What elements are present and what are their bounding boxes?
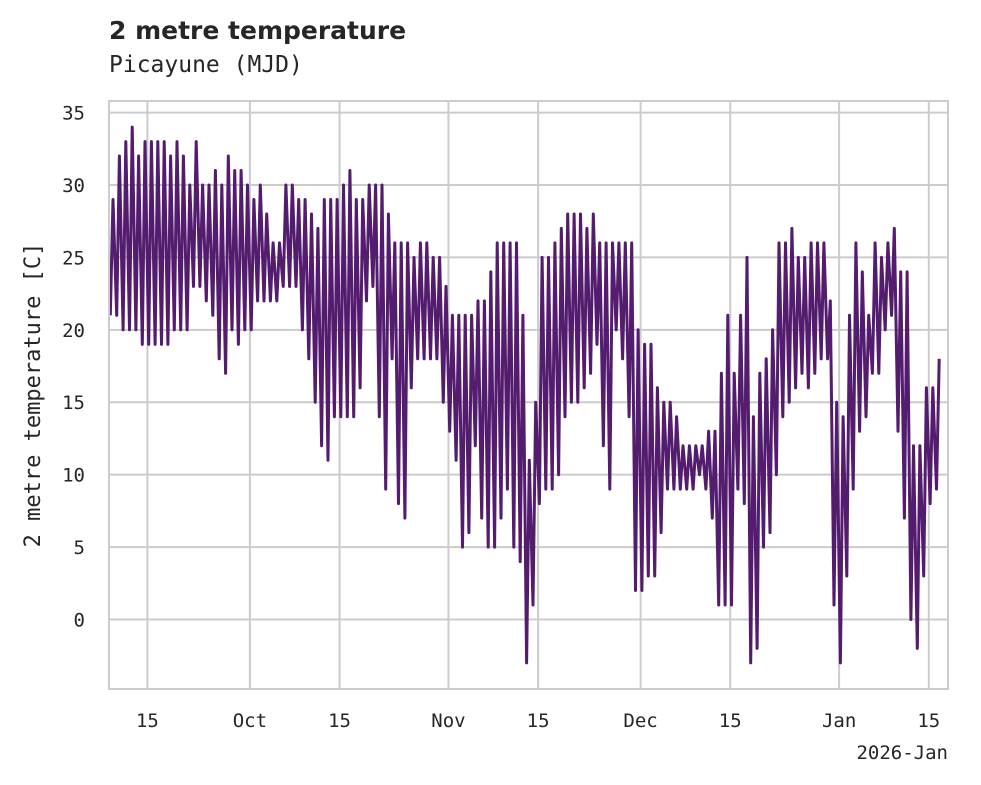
x-tick-label: 15	[719, 710, 742, 732]
x-tick-label: 15	[917, 710, 940, 732]
x-offset-label: 2026-Jan	[856, 742, 948, 764]
series-group	[108, 125, 941, 665]
plot-frame	[108, 100, 949, 690]
y-tick-label: 15	[62, 392, 85, 414]
y-tick-label: 10	[62, 465, 85, 487]
x-tick-label: Dec	[623, 710, 657, 732]
y-axis-label: 2 metre temperature [C]	[21, 243, 46, 548]
x-tick-label: Jan	[822, 710, 856, 732]
y-tick-labels: 0 5 10 15 20 25 30 35	[62, 103, 85, 632]
chart-title: 2 metre temperature	[109, 16, 407, 45]
y-tick-label: 20	[62, 320, 85, 342]
x-tick-labels: 15 Oct 15 Nov 15 Dec 15 Jan 15	[136, 710, 940, 732]
x-tick-label: Nov	[431, 710, 465, 732]
y-tick-label: 25	[62, 247, 85, 269]
temperature-series-line	[108, 125, 941, 665]
y-tick-label: 0	[74, 609, 85, 631]
x-tick-label: 15	[136, 710, 159, 732]
y-tick-label: 5	[74, 537, 85, 559]
x-tick-label: 15	[527, 710, 550, 732]
x-tick-label: Oct	[233, 710, 267, 732]
x-tick-label: 15	[328, 710, 351, 732]
y-tick-label: 35	[62, 103, 85, 125]
chart-subtitle: Picayune (MJD)	[109, 52, 303, 78]
y-tick-label: 30	[62, 175, 85, 197]
